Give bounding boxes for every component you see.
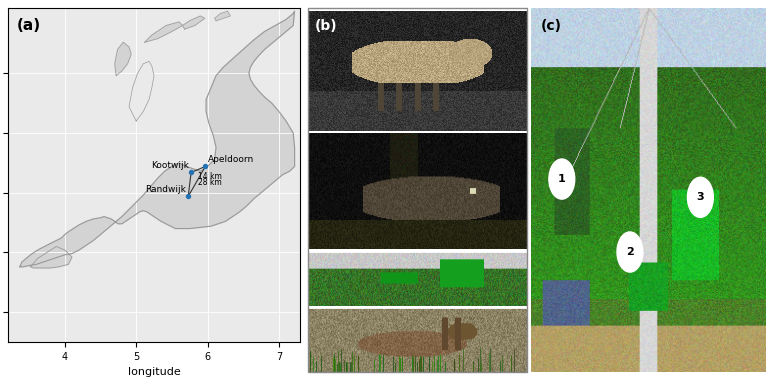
Text: 28 km: 28 km — [198, 178, 222, 187]
Polygon shape — [20, 11, 295, 267]
Polygon shape — [182, 16, 205, 29]
Polygon shape — [145, 22, 182, 42]
Text: 3: 3 — [697, 192, 705, 202]
Text: 1: 1 — [558, 174, 566, 184]
Text: Apeldoorn: Apeldoorn — [208, 155, 254, 164]
Point — [199, 163, 212, 169]
Circle shape — [617, 232, 643, 272]
Text: 2: 2 — [626, 247, 634, 257]
Text: Kootwijk: Kootwijk — [151, 161, 189, 169]
Point — [182, 193, 194, 200]
Text: (b): (b) — [315, 19, 337, 33]
Polygon shape — [115, 42, 131, 76]
Text: (c): (c) — [541, 19, 561, 33]
Text: Randwijk: Randwijk — [146, 185, 186, 193]
Circle shape — [549, 159, 574, 199]
Text: 14 km: 14 km — [198, 172, 222, 181]
Polygon shape — [129, 61, 154, 121]
Polygon shape — [31, 247, 72, 268]
Polygon shape — [215, 11, 230, 21]
Circle shape — [688, 177, 713, 217]
X-axis label: longitude: longitude — [128, 367, 180, 377]
Text: (a): (a) — [16, 17, 41, 33]
Point — [185, 169, 197, 176]
